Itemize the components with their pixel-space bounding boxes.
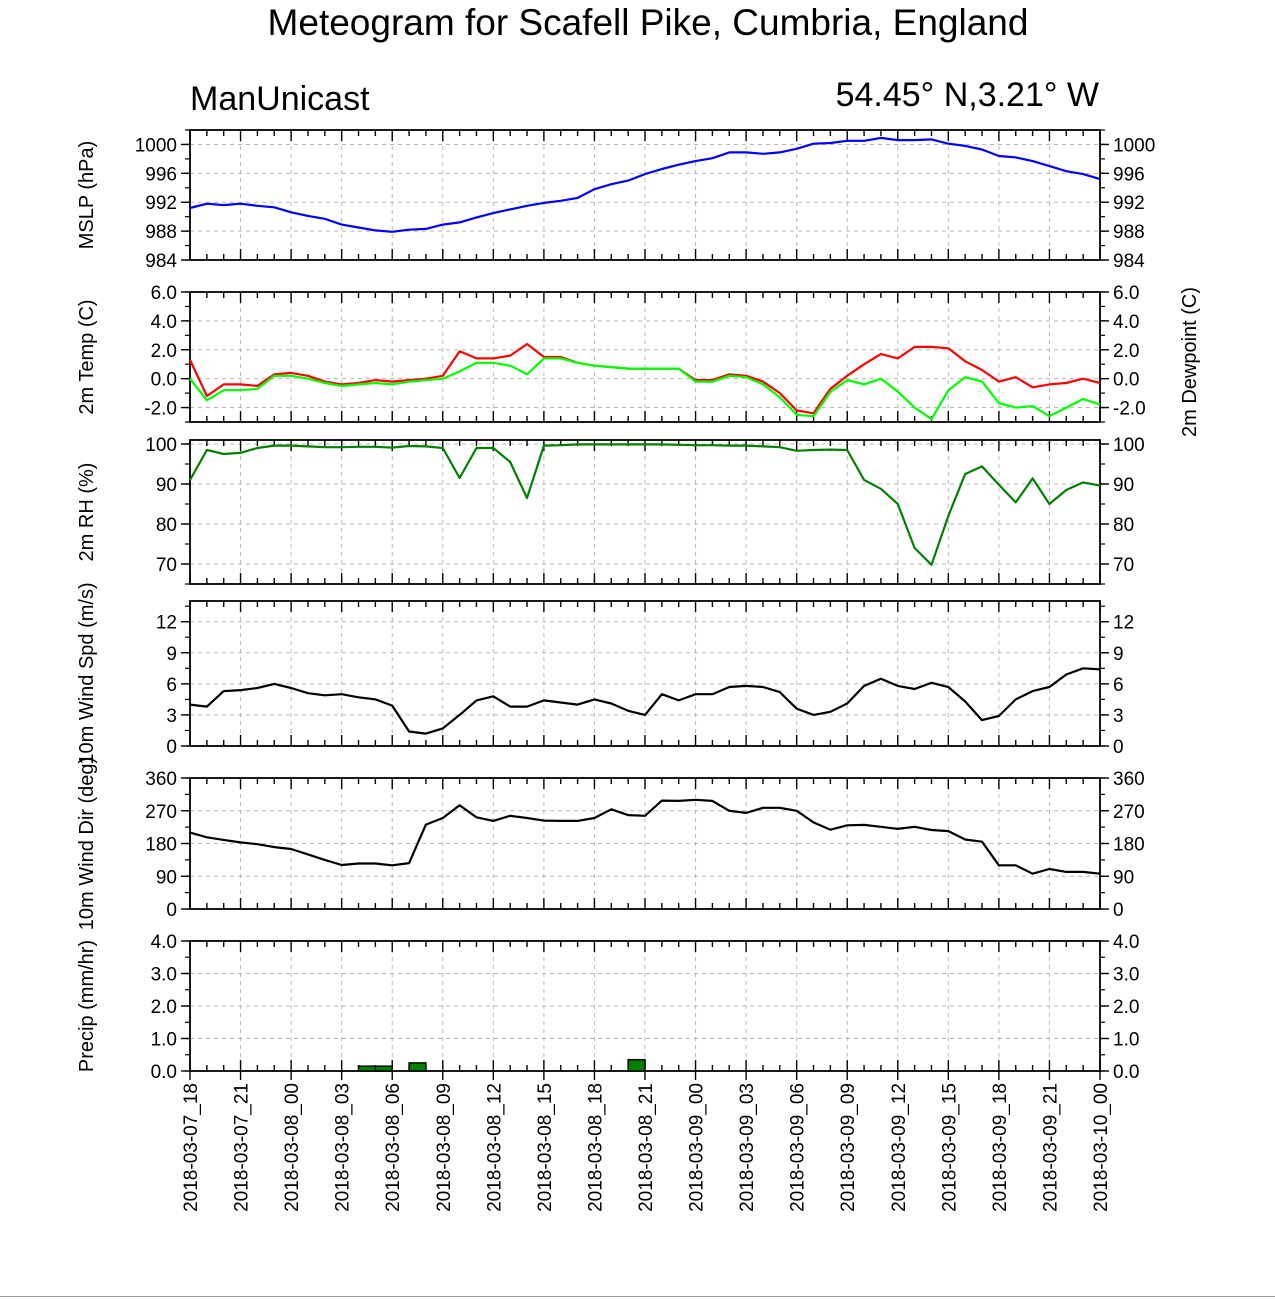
y-tick-label-right: 0.0 [1113, 370, 1139, 391]
y-tick-label-right: 4.0 [1113, 312, 1139, 333]
y-tick-label-left: 90 [156, 867, 177, 888]
precip-bar [408, 1062, 427, 1072]
bottom-divider [0, 1296, 1275, 1297]
y-tick-label-left: 90 [156, 475, 177, 496]
y-tick-label-left: 988 [145, 222, 177, 243]
y-axis-label: 10m Wind Spd (m/s) [76, 582, 98, 764]
y-tick-label-right: 90 [1113, 475, 1134, 496]
y-tick-label-right: 90 [1113, 867, 1134, 888]
page-title: Meteogram for Scafell Pike, Cumbria, Eng… [267, 2, 1029, 43]
y-tick-label-left: 1000 [135, 135, 177, 156]
y-tick-label-left: 2.0 [151, 997, 177, 1018]
location-coordinates: 54.45° N,3.21° W [835, 76, 1099, 114]
precip-bar [357, 1065, 377, 1072]
series-line [189, 667, 1101, 735]
y-tick-label-left: 100 [145, 435, 177, 456]
y-tick-label-left: 6.0 [151, 283, 177, 304]
time-axis-label: 2018-03-08_18 [585, 1083, 606, 1212]
y-tick-label-left: -2.0 [144, 399, 177, 420]
y-tick-label-right: 1000 [1113, 135, 1155, 156]
y-tick-label-right: 984 [1113, 251, 1145, 272]
y-axis-label: MSLP (hPa) [76, 141, 98, 250]
y-tick-label-left: 2.0 [151, 341, 177, 362]
brand-label: ManUnicast [190, 80, 370, 118]
y-tick-label-right: -2.0 [1113, 399, 1146, 420]
series-line [189, 357, 1101, 421]
time-axis-label: 2018-03-09_06 [788, 1083, 809, 1212]
time-axis-label: 2018-03-08_09 [434, 1083, 455, 1212]
y-tick-label-left: 3.0 [151, 965, 177, 986]
y-tick-label-right: 1.0 [1113, 1030, 1139, 1051]
y-tick-label-left: 4.0 [151, 312, 177, 333]
y-tick-label-right: 80 [1113, 515, 1134, 536]
y-axis-label: 2m Temp (C) [76, 299, 98, 414]
y-tick-label-left: 0 [166, 737, 177, 758]
y-axis-label: Precip (mm/hr) [76, 940, 98, 1072]
precip-bar [627, 1058, 646, 1072]
y-tick-label-right: 360 [1113, 769, 1145, 790]
y-tick-label-right: 992 [1113, 193, 1145, 214]
y-tick-label-left: 180 [145, 835, 177, 856]
y-tick-label-right: 3.0 [1113, 965, 1139, 986]
y-tick-label-right: 2.0 [1113, 341, 1139, 362]
y-tick-label-right: 6.0 [1113, 283, 1139, 304]
y-tick-label-right: 4.0 [1113, 932, 1139, 953]
y-axis-label-right: 2m Dewpoint (C) [1179, 287, 1201, 437]
y-tick-label-left: 996 [145, 164, 177, 185]
y-tick-label-right: 2.0 [1113, 997, 1139, 1018]
y-tick-label-right: 70 [1113, 555, 1134, 576]
y-tick-label-left: 1.0 [151, 1030, 177, 1051]
y-tick-label-left: 0 [166, 900, 177, 921]
time-axis-label: 2018-03-07_18 [181, 1083, 202, 1212]
y-tick-label-right: 180 [1113, 835, 1145, 856]
time-axis-label: 2018-03-10_00 [1091, 1083, 1112, 1212]
y-tick-label-right: 100 [1113, 435, 1145, 456]
y-tick-label-left: 9 [166, 644, 177, 665]
time-axis-label: 2018-03-09_00 [687, 1083, 708, 1212]
series-line [189, 136, 1101, 233]
y-tick-label-right: 996 [1113, 164, 1145, 185]
y-tick-label-right: 988 [1113, 222, 1145, 243]
series-line [189, 443, 1101, 566]
time-axis-label: 2018-03-09_15 [939, 1083, 960, 1212]
time-axis-label: 2018-03-08_12 [484, 1083, 505, 1212]
y-tick-label-left: 360 [145, 769, 177, 790]
time-axis-label: 2018-03-08_15 [535, 1083, 556, 1212]
time-axis-label: 2018-03-08_00 [282, 1083, 303, 1212]
y-tick-label-left: 70 [156, 555, 177, 576]
series-line [189, 798, 1101, 875]
time-axis-label: 2018-03-09_03 [737, 1083, 758, 1212]
time-axis-label: 2018-03-09_12 [889, 1083, 910, 1212]
time-axis-label: 2018-03-09_18 [990, 1083, 1011, 1212]
y-tick-label-right: 0 [1113, 737, 1124, 758]
y-tick-label-right: 6 [1113, 675, 1124, 696]
time-axis-label: 2018-03-09_21 [1040, 1083, 1061, 1212]
time-axis-label: 2018-03-08_06 [383, 1083, 404, 1212]
time-axis-label: 2018-03-08_03 [333, 1083, 354, 1212]
time-axis-label: 2018-03-09_09 [838, 1083, 859, 1212]
y-tick-label-left: 12 [156, 613, 177, 634]
y-tick-label-left: 3 [166, 706, 177, 727]
precip-bar [374, 1065, 393, 1072]
y-tick-label-right: 3 [1113, 706, 1124, 727]
y-tick-label-left: 4.0 [151, 932, 177, 953]
y-tick-label-left: 0.0 [151, 370, 177, 391]
y-tick-label-right: 9 [1113, 644, 1124, 665]
y-tick-label-left: 0.0 [151, 1062, 177, 1083]
y-tick-label-right: 270 [1113, 802, 1145, 823]
y-tick-label-left: 992 [145, 193, 177, 214]
y-tick-label-right: 12 [1113, 613, 1134, 634]
y-tick-label-left: 6 [166, 675, 177, 696]
y-tick-label-right: 0 [1113, 900, 1124, 921]
y-tick-label-right: 0.0 [1113, 1062, 1139, 1083]
y-axis-label: 2m RH (%) [76, 463, 98, 562]
time-axis-label: 2018-03-07_21 [232, 1083, 253, 1212]
y-tick-label-left: 270 [145, 802, 177, 823]
y-tick-label-left: 984 [145, 251, 177, 272]
y-axis-label: 10m Wind Dir (deg) [76, 757, 98, 930]
time-axis-label: 2018-03-08_21 [636, 1083, 657, 1212]
y-tick-label-left: 80 [156, 515, 177, 536]
